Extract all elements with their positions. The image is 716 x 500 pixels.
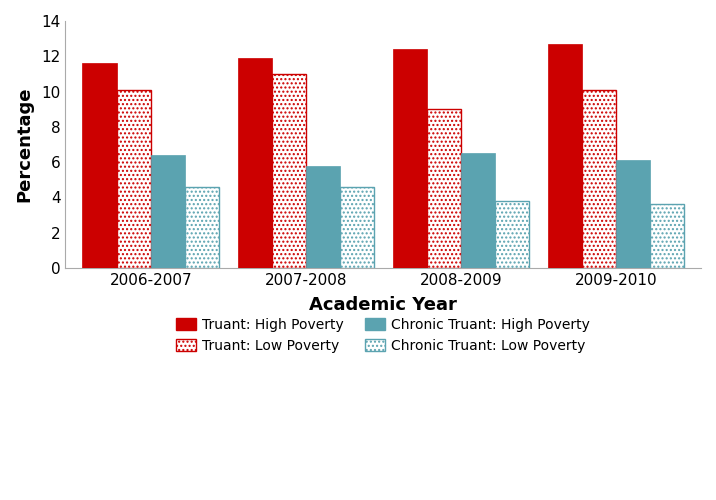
Bar bbox=[392, 49, 427, 268]
Bar bbox=[238, 58, 271, 268]
Bar bbox=[616, 160, 650, 268]
X-axis label: Academic Year: Academic Year bbox=[309, 296, 457, 314]
Bar bbox=[150, 155, 185, 268]
Bar bbox=[185, 187, 219, 268]
Bar bbox=[460, 154, 495, 268]
Bar bbox=[271, 74, 306, 268]
Bar bbox=[82, 64, 117, 268]
Bar bbox=[117, 90, 150, 268]
Y-axis label: Percentage: Percentage bbox=[15, 86, 33, 202]
Legend: Truant: High Poverty, Truant: Low Poverty, Chronic Truant: High Poverty, Chronic: Truant: High Poverty, Truant: Low Povert… bbox=[169, 311, 597, 360]
Bar bbox=[427, 109, 460, 268]
Bar bbox=[650, 204, 684, 268]
Bar bbox=[495, 201, 529, 268]
Bar bbox=[581, 90, 616, 268]
Bar bbox=[306, 166, 340, 268]
Bar bbox=[340, 187, 374, 268]
Bar bbox=[548, 44, 581, 268]
